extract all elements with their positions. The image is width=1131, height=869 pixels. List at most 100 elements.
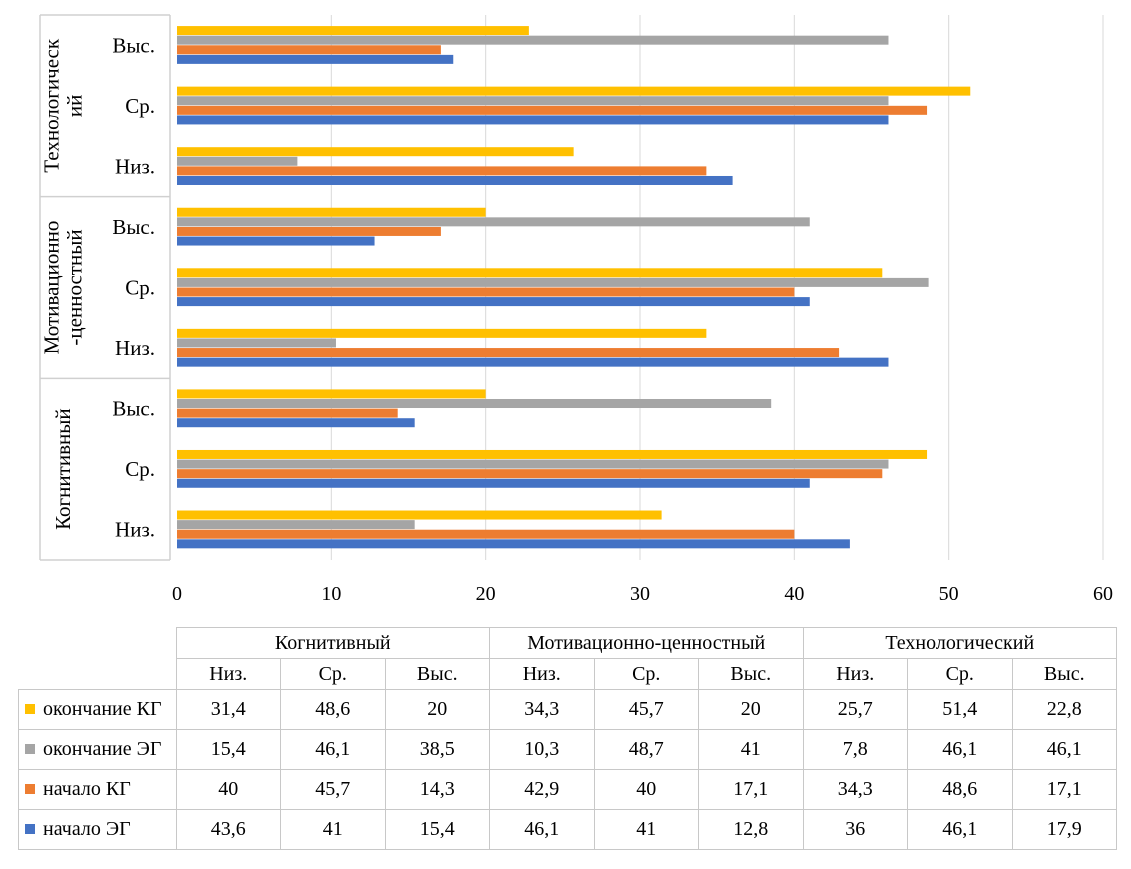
- bar-окончание-ЭГ: [177, 399, 772, 409]
- group-label: ий: [63, 95, 87, 117]
- table-cell: 15,4: [175, 729, 281, 770]
- group-label: Когнитивный: [51, 408, 75, 529]
- legend-entry: окончание ЭГ: [18, 729, 177, 770]
- bar-начало-ЭГ: [177, 418, 415, 428]
- table-cell: 48,6: [280, 689, 386, 730]
- legend-label: начало ЭГ: [43, 818, 131, 840]
- bar-начало-КГ: [177, 166, 707, 176]
- table-group-header: Технологический: [802, 627, 1117, 659]
- table-cell: 41: [593, 809, 699, 850]
- table-cell: 17,9: [1011, 809, 1117, 850]
- bar-начало-ЭГ: [177, 357, 889, 367]
- table-cell: 17,1: [698, 769, 804, 810]
- bar-начало-КГ: [177, 287, 795, 297]
- bar-окончание-КГ: [177, 510, 662, 520]
- table-cell: 36: [802, 809, 908, 850]
- x-tick-label: 30: [630, 583, 650, 605]
- category-label: Низ.: [115, 154, 155, 178]
- table-category-header: Низ.: [175, 658, 281, 690]
- legend-entry: начало КГ: [18, 769, 177, 810]
- table-category-header: Выс.: [384, 658, 490, 690]
- bar-начало-ЭГ: [177, 236, 375, 246]
- category-label: Выс.: [112, 33, 155, 57]
- bar-начало-ЭГ: [177, 539, 850, 549]
- bar-окончание-КГ: [177, 328, 707, 338]
- table-row: окончание КГ 31,4 48,6 20 34,3 45,7 20 25,7 51,4…: [18, 689, 1117, 730]
- table-cell: 43,6: [175, 809, 281, 850]
- bar-окончание-ЭГ: [177, 459, 889, 469]
- bar-начало-КГ: [177, 529, 795, 539]
- bar-окончание-КГ: [177, 449, 928, 459]
- table-row: начало КГ 40 45,7 14,3 42,9 40 17,1 34,3 48,6 17,…: [18, 769, 1117, 810]
- bar-окончание-КГ: [177, 268, 883, 278]
- bar-окончание-КГ: [177, 389, 486, 399]
- table-cell: 40: [593, 769, 699, 810]
- table-category-header: Ср.: [280, 658, 386, 690]
- table-category-header: Низ.: [802, 658, 908, 690]
- legend-label: окончание КГ: [43, 698, 162, 720]
- table-category-header: Выс.: [1011, 658, 1117, 690]
- table-cell: 46,1: [489, 809, 595, 850]
- bar-окончание-ЭГ: [177, 338, 336, 348]
- table-cell: 22,8: [1011, 689, 1117, 730]
- table-cell: 48,6: [907, 769, 1013, 810]
- bar-начало-ЭГ: [177, 115, 889, 125]
- table-cell: 7,8: [802, 729, 908, 770]
- table-cell: 12,8: [698, 809, 804, 850]
- group-label: -ценностный: [63, 229, 87, 345]
- bar-начало-ЭГ: [177, 297, 810, 307]
- data-table: Когнитивный Мотивационно-ценностный Технол…: [18, 627, 1117, 850]
- legend-entry: окончание КГ: [18, 689, 177, 730]
- bar-окончание-ЭГ: [177, 277, 929, 287]
- table-cell: 38,5: [384, 729, 490, 770]
- table-corner: [19, 659, 177, 690]
- x-tick-label: 10: [321, 583, 341, 605]
- bar-окончание-КГ: [177, 86, 971, 96]
- group-label: Мотивационно: [40, 221, 64, 355]
- table-cell: 46,1: [907, 809, 1013, 850]
- category-label: Ср.: [125, 94, 155, 118]
- bar-начало-КГ: [177, 226, 441, 236]
- table-cell: 42,9: [489, 769, 595, 810]
- category-label: Ср.: [125, 276, 155, 300]
- legend-label: окончание ЭГ: [43, 738, 162, 760]
- table-cell: 20: [698, 689, 804, 730]
- table-cell: 34,3: [489, 689, 595, 730]
- table-cell: 48,7: [593, 729, 699, 770]
- bar-окончание-ЭГ: [177, 156, 298, 166]
- table-cell: 17,1: [1011, 769, 1117, 810]
- table-cell: 46,1: [1011, 729, 1117, 770]
- x-tick-label: 60: [1093, 583, 1113, 605]
- table-row: окончание ЭГ 15,4 46,1 38,5 10,3 48,7 41 7,8 46,…: [18, 729, 1117, 770]
- legend-label: начало КГ: [43, 778, 131, 800]
- table-cell: 31,4: [175, 689, 281, 730]
- table-cell: 45,7: [280, 769, 386, 810]
- bar-окончание-КГ: [177, 26, 529, 36]
- table-corner: [19, 628, 177, 659]
- category-label: Низ.: [115, 336, 155, 360]
- bar-начало-КГ: [177, 105, 928, 115]
- bar-окончание-ЭГ: [177, 217, 810, 227]
- table-cell: 45,7: [593, 689, 699, 730]
- bar-начало-КГ: [177, 469, 883, 479]
- category-label: Выс.: [112, 215, 155, 239]
- legend-entry: начало ЭГ: [18, 809, 177, 850]
- table-cell: 51,4: [907, 689, 1013, 730]
- bar-начало-КГ: [177, 348, 840, 358]
- x-tick-label: 0: [172, 583, 182, 605]
- table-category-header: Ср.: [593, 658, 699, 690]
- table-cell: 41: [698, 729, 804, 770]
- bar-окончание-ЭГ: [177, 35, 889, 45]
- category-label: Ср.: [125, 457, 155, 481]
- bar-начало-ЭГ: [177, 175, 733, 185]
- table-group-header: Мотивационно-ценностный: [489, 627, 804, 659]
- table-category-header: Выс.: [698, 658, 804, 690]
- legend-swatch: [25, 784, 35, 794]
- table-cell: 46,1: [907, 729, 1013, 770]
- bar-окончание-ЭГ: [177, 96, 889, 106]
- table-cell: 15,4: [384, 809, 490, 850]
- table-cell: 10,3: [489, 729, 595, 770]
- table-row: начало ЭГ 43,6 41 15,4 46,1 41 12,8 36 46,1 17,9: [18, 809, 1117, 850]
- bar-начало-ЭГ: [177, 54, 454, 64]
- bar-окончание-КГ: [177, 147, 574, 157]
